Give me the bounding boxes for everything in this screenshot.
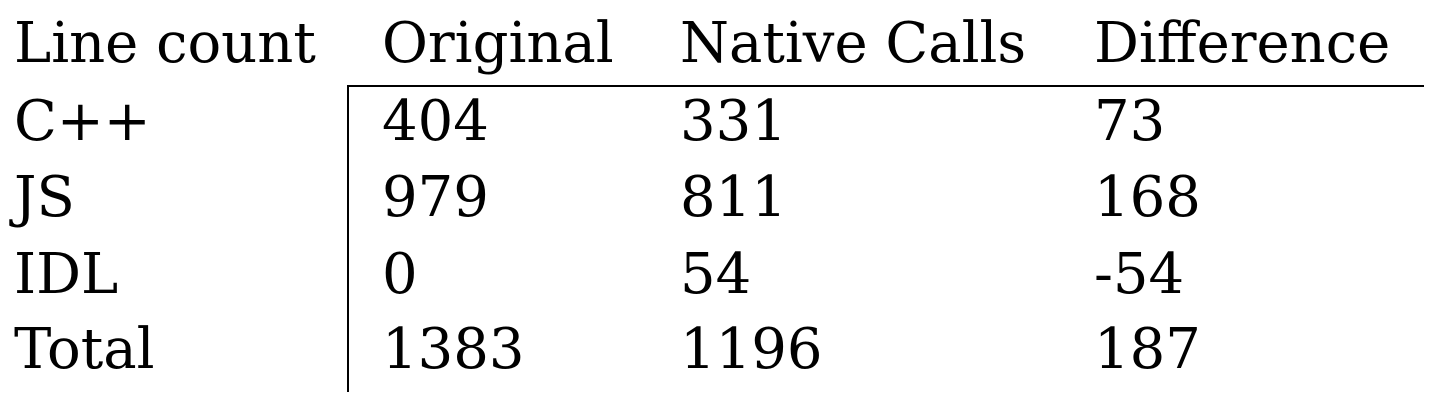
cell-cpp-original: 404 xyxy=(382,89,489,154)
row-label-total: Total xyxy=(14,317,155,382)
row-label-rule xyxy=(347,85,349,392)
header-native-calls: Native Calls xyxy=(680,11,1027,76)
header-line-count: Line count xyxy=(14,11,316,76)
cell-js-difference: 168 xyxy=(1094,165,1201,230)
cell-idl-original: 0 xyxy=(382,242,418,307)
cell-total-native-calls: 1196 xyxy=(680,317,823,382)
cell-idl-native-calls: 54 xyxy=(680,242,752,307)
header-original: Original xyxy=(382,11,614,76)
cell-total-difference: 187 xyxy=(1094,317,1201,382)
cell-cpp-difference: 73 xyxy=(1094,89,1166,154)
cell-js-original: 979 xyxy=(382,165,489,230)
cell-js-native-calls: 811 xyxy=(680,165,787,230)
header-difference: Difference xyxy=(1094,11,1391,76)
cell-cpp-native-calls: 331 xyxy=(680,89,787,154)
cell-total-original: 1383 xyxy=(382,317,525,382)
row-label-idl: IDL xyxy=(14,242,119,307)
header-rule xyxy=(348,85,1424,87)
cell-idl-difference: -54 xyxy=(1094,242,1185,307)
row-label-cpp: C++ xyxy=(14,89,151,154)
row-label-js: JS xyxy=(14,165,75,230)
